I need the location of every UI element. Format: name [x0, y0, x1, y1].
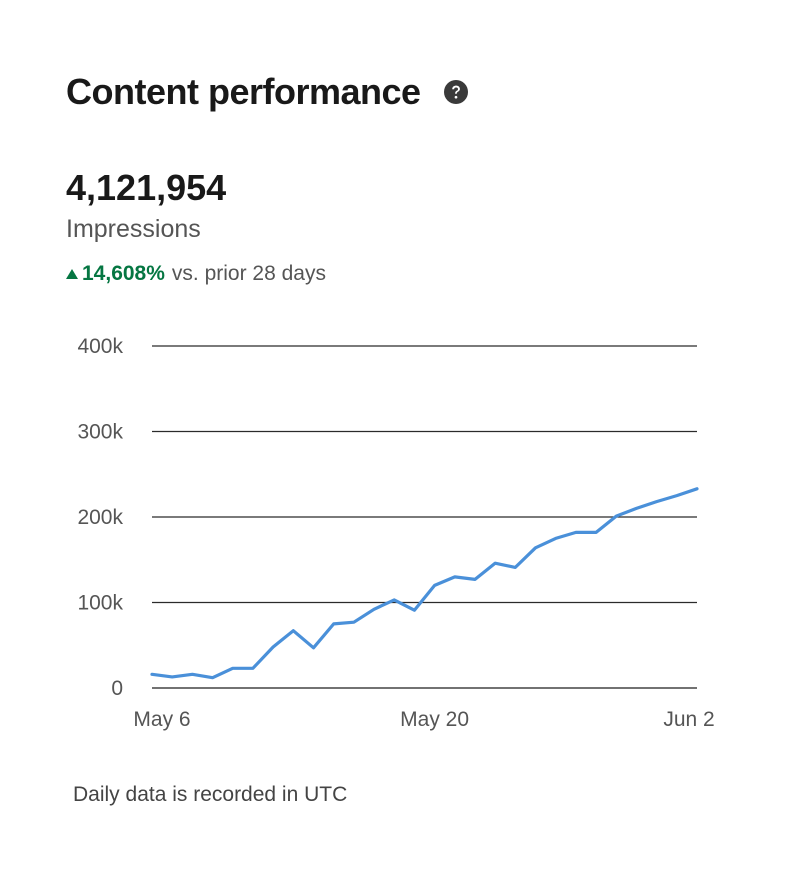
utc-footnote: Daily data is recorded in UTC [73, 783, 348, 806]
y-tick-label: 400k [77, 335, 123, 358]
change-comparison-text: vs. prior 28 days [171, 262, 326, 285]
x-tick-label: May 6 [133, 708, 190, 731]
x-tick-label: Jun 2 [663, 708, 714, 731]
triangle-up-icon [66, 269, 78, 279]
change-percentage: 14,608% [82, 262, 165, 285]
question-circle-icon[interactable] [443, 79, 469, 105]
impressions-value: 4,121,954 [66, 167, 227, 208]
impressions-label: Impressions [66, 215, 201, 243]
impressions-series-line [150, 487, 699, 680]
y-tick-label: 100k [77, 592, 123, 615]
impressions-line-chart: 0 100k 200k 300k 400k May 6 May 20 Jun 2 [77, 335, 714, 731]
y-tick-label: 200k [77, 506, 123, 529]
y-tick-label: 0 [111, 677, 123, 700]
title-row: Content performance [66, 68, 469, 116]
x-tick-label: May 20 [400, 708, 469, 731]
page-title: Content performance [66, 71, 421, 112]
y-tick-label: 300k [77, 421, 123, 444]
change-row: 14,608% vs. prior 28 days [66, 260, 326, 288]
